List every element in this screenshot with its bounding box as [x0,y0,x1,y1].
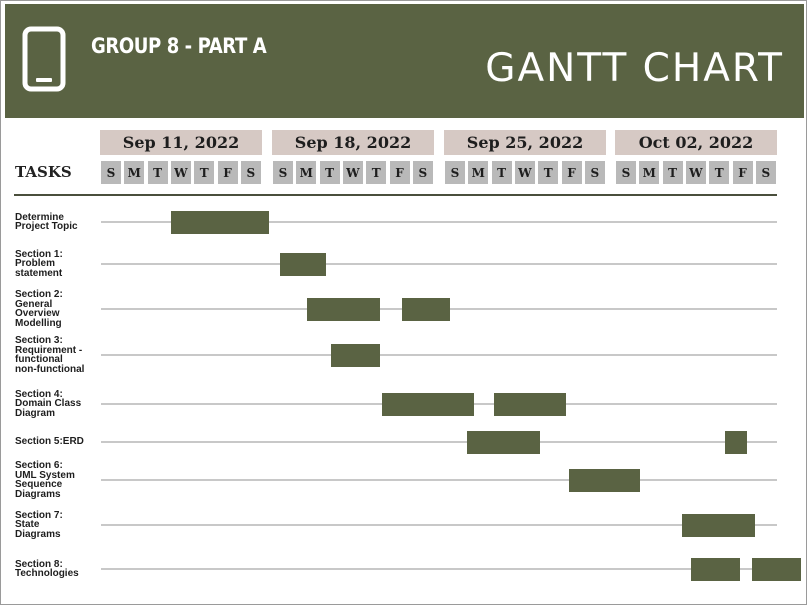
day-label: M [124,161,145,184]
task-gridline [101,354,777,356]
task-gridline [101,568,777,570]
day-label: W [342,161,363,184]
day-label: S [101,161,121,184]
day-label: T [538,161,559,184]
day-label: S [412,161,433,184]
chart-title: GANTT CHART [485,46,784,91]
day-label: F [389,161,410,184]
task-gridline [101,221,777,223]
day-label: S [616,161,636,184]
task-bar [725,430,748,454]
task-label: Section 4: Domain Class Diagram [15,388,82,419]
task-label: Section 7: State Diagrams [15,509,63,540]
header-divider [14,194,777,196]
task-bar [331,343,380,367]
task-label: Section 1: Problem statement [15,248,63,279]
day-label: T [491,161,512,184]
task-label: Section 2: General Overview Modelling [15,289,63,329]
task-label: Section 3: Requirement - functional non-… [15,335,85,375]
task-bar [382,392,475,416]
day-label: F [217,161,238,184]
task-gridline [101,524,777,526]
day-label: M [296,161,317,184]
day-label: T [366,161,387,184]
day-label: S [445,161,465,184]
task-bar [691,557,740,581]
day-label: T [709,161,730,184]
task-label: Section 8: Technologies [15,558,79,579]
smartphone-icon [22,26,66,92]
tasks-heading: TASKS [15,163,72,181]
task-bar [493,392,567,416]
day-label: W [514,161,535,184]
header-banner: GROUP 8 - PART A GANTT CHART [5,4,804,118]
day-label: S [755,161,776,184]
task-bar [307,297,380,321]
day-label: S [584,161,605,184]
task-bar [171,210,269,234]
task-bar [568,468,641,492]
week-header: Sep 11, 2022 [100,130,262,155]
task-bar [466,430,540,454]
day-label: M [468,161,489,184]
day-label: M [639,161,660,184]
day-label: S [240,161,261,184]
task-gridline [101,479,777,481]
task-label: Determine Project Topic [15,211,78,232]
week-header: Sep 25, 2022 [444,130,606,155]
day-label: F [732,161,753,184]
week-header: Sep 18, 2022 [272,130,434,155]
task-bar [752,557,801,581]
week-header: Oct 02, 2022 [615,130,777,155]
day-label: W [170,161,191,184]
day-label: W [685,161,706,184]
group-title: GROUP 8 - PART A [91,34,267,58]
task-gridline [101,441,777,443]
day-label: T [194,161,215,184]
task-bar [401,297,450,321]
day-label: T [319,161,340,184]
task-label: Section 5:ERD [15,436,84,448]
task-gridline [101,263,777,265]
task-label: Section 6: UML System Sequence Diagrams [15,460,75,500]
day-label: T [147,161,168,184]
day-label: F [561,161,582,184]
day-label: S [273,161,293,184]
task-bar [681,513,755,537]
day-label: T [662,161,683,184]
task-bar [280,252,327,276]
